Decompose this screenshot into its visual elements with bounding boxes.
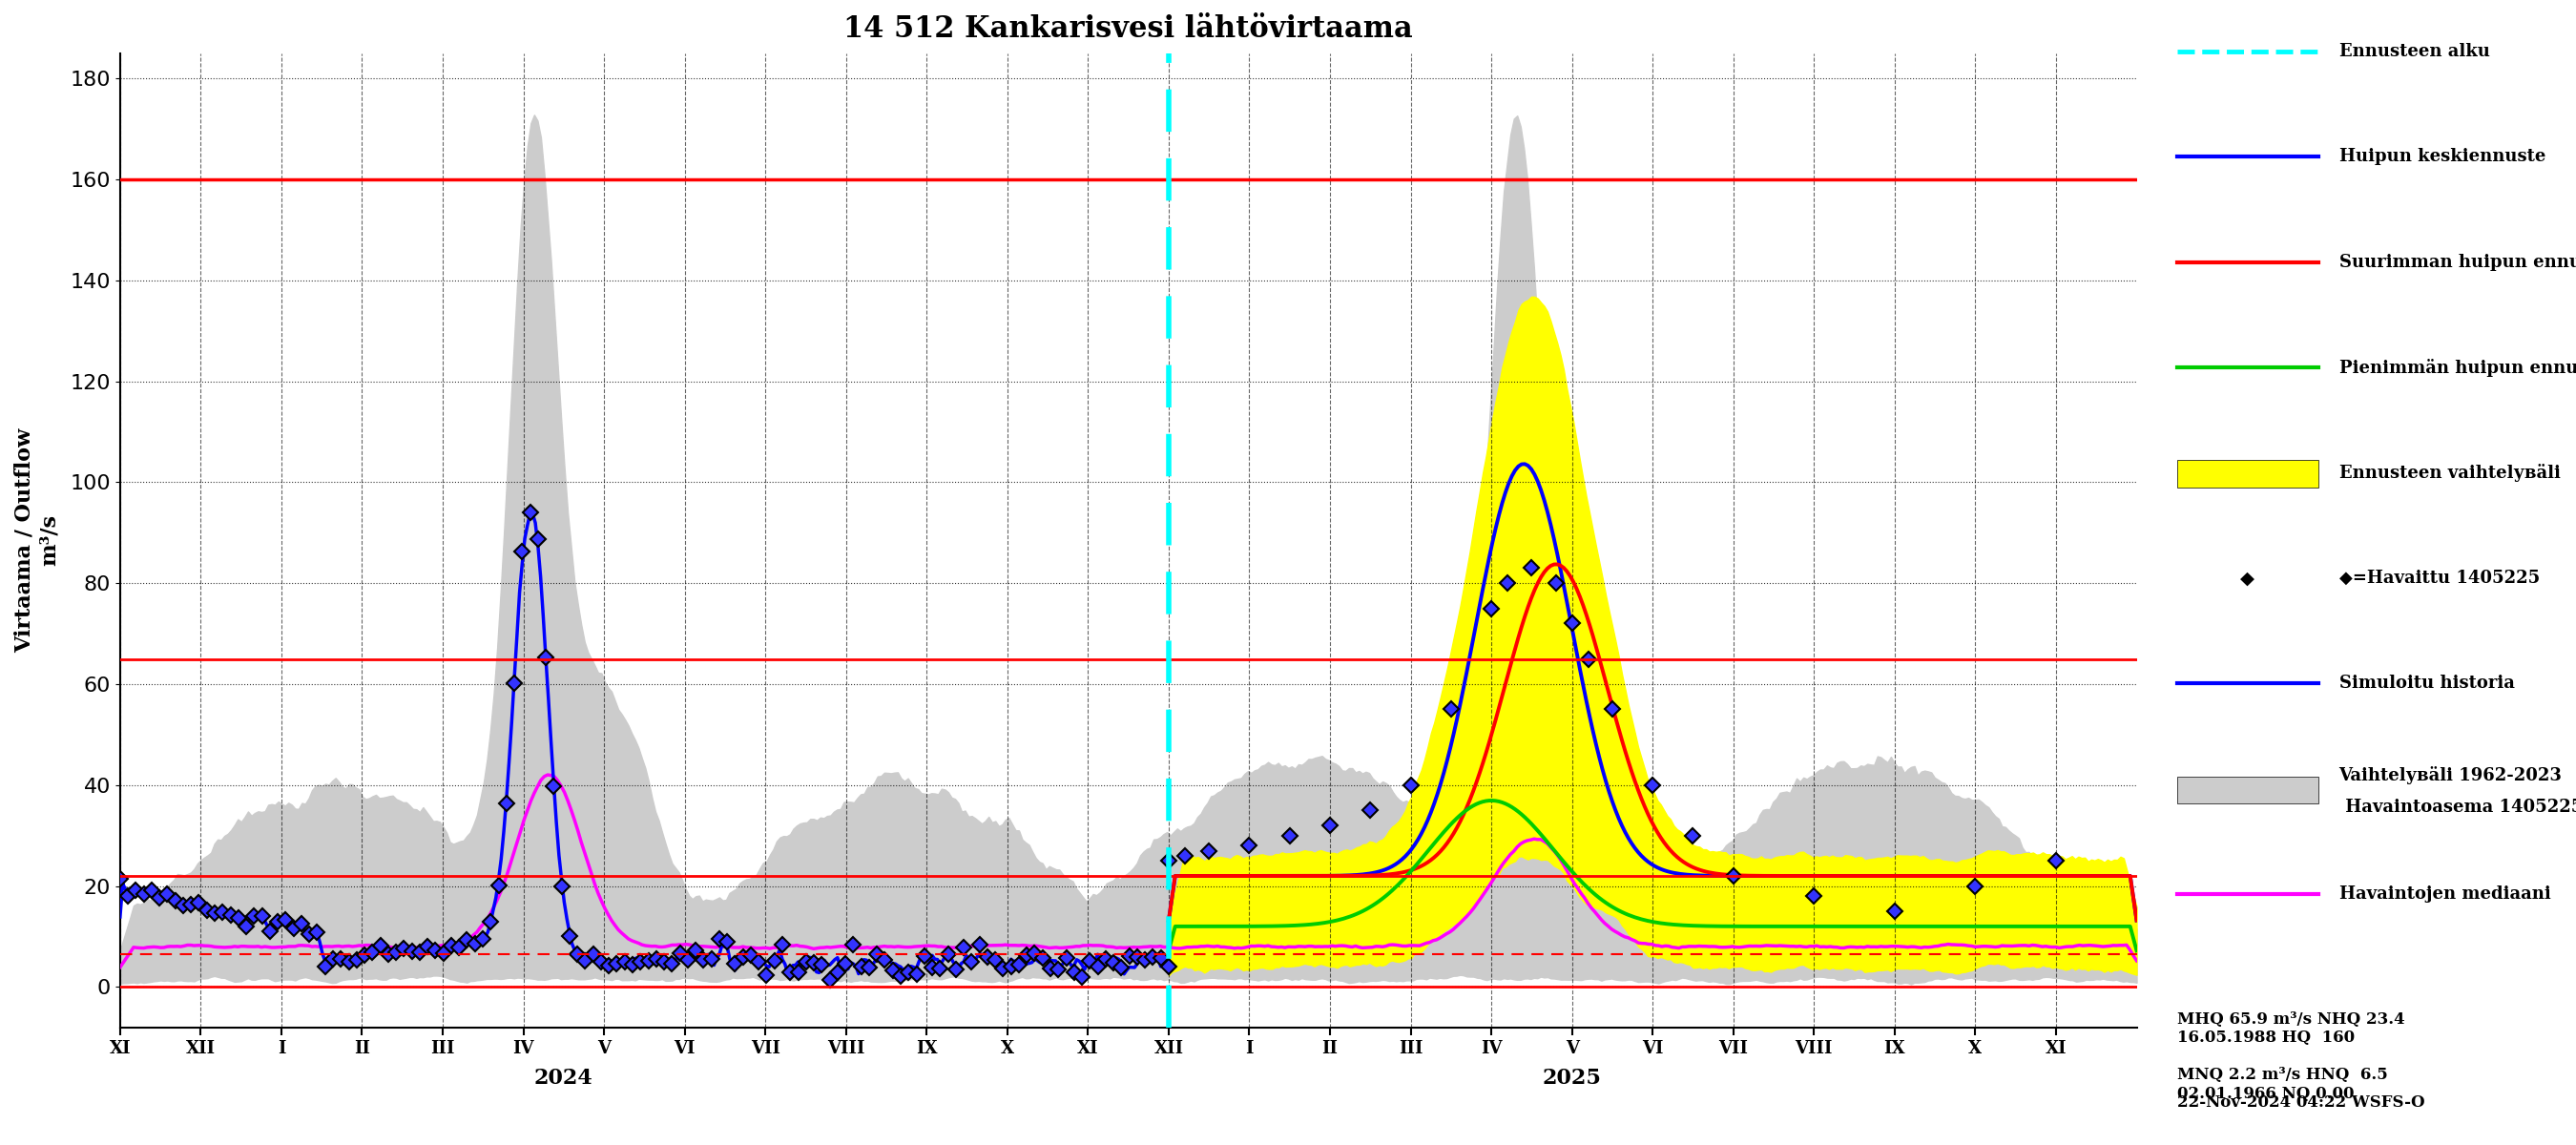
Text: Suurimman huipun ennuste: Suurimman huipun ennuste: [2339, 254, 2576, 271]
Text: MHQ 65.9 m³/s NHQ 23.4
16.05.1988 HQ  160

MNQ 2.2 m³/s HNQ  6.5
02.01.1966 NQ 0: MHQ 65.9 m³/s NHQ 23.4 16.05.1988 HQ 160…: [2177, 1011, 2403, 1101]
Text: Havaintoasema 1405225: Havaintoasema 1405225: [2339, 799, 2576, 816]
Text: 2024: 2024: [533, 1068, 592, 1089]
Text: 22-Nov-2024 04:22 WSFS-O: 22-Nov-2024 04:22 WSFS-O: [2177, 1095, 2424, 1111]
Y-axis label: Virtaama / Outflow
m³/s: Virtaama / Outflow m³/s: [15, 428, 59, 653]
Text: Simuloitu historia: Simuloitu historia: [2339, 676, 2514, 692]
Text: 2025: 2025: [1543, 1068, 1602, 1089]
Title: 14 512 Kankarisvesi lähtövirtaama: 14 512 Kankarisvesi lähtövirtaama: [845, 14, 1414, 44]
Text: Pienimmän huipun ennuste: Pienimmän huipun ennuste: [2339, 358, 2576, 377]
Text: Havaintojen mediaani: Havaintojen mediaani: [2339, 886, 2550, 902]
Text: Ennusteen alku: Ennusteen alku: [2339, 42, 2488, 60]
Text: ◆: ◆: [2241, 569, 2254, 587]
Text: Ennusteen vaihtelувäli: Ennusteen vaihtelувäli: [2339, 464, 2561, 482]
Text: ◆=Havaittu 1405225: ◆=Havaittu 1405225: [2339, 569, 2540, 586]
Text: Huipun keskiennuste: Huipun keskiennuste: [2339, 149, 2545, 166]
Text: Vaihtelувäli 1962-2023: Vaihtelувäli 1962-2023: [2339, 766, 2563, 784]
